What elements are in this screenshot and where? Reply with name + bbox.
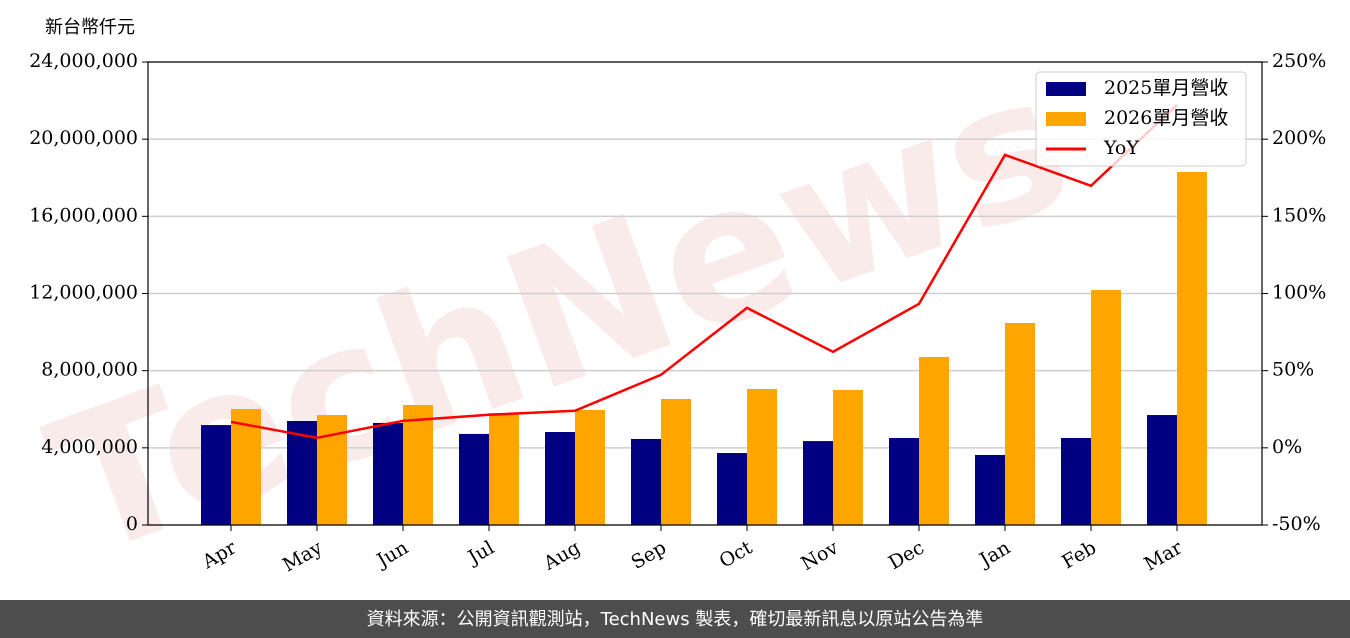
y-tick-label: 24,000,000 [29, 50, 138, 72]
y-tick-label: 8,000,000 [41, 359, 138, 381]
bar [459, 433, 489, 525]
y-tick-label: 16,000,000 [29, 204, 138, 226]
bar [489, 413, 519, 525]
bar [803, 441, 833, 525]
bar [661, 399, 691, 525]
bar [545, 432, 575, 525]
y-tick-label: 12,000,000 [29, 282, 138, 304]
y2-tick-label: 0% [1272, 436, 1302, 458]
legend-label: 2025單月營收 [1104, 77, 1228, 99]
bar [919, 356, 949, 525]
bar [833, 389, 863, 525]
bar [1177, 171, 1207, 525]
bar [975, 454, 1005, 525]
bar [201, 425, 231, 525]
bar [631, 438, 661, 525]
bar [287, 421, 317, 525]
footer [0, 600, 1350, 638]
y-tick-label: 0 [126, 513, 138, 535]
line [230, 103, 1178, 440]
y2-tick-label: 250% [1272, 50, 1326, 72]
bar [575, 410, 605, 525]
plot-frame [147, 61, 1263, 526]
y-tick-label: 20,000,000 [29, 127, 138, 149]
bar [231, 409, 261, 525]
y2-tick-label: 100% [1272, 282, 1326, 304]
bar [1061, 437, 1091, 525]
y-tick-label: 4,000,000 [41, 436, 138, 458]
y2-tick-label: 50% [1272, 359, 1314, 381]
bar [889, 437, 919, 525]
bar [1005, 323, 1035, 525]
legend-swatch [1046, 82, 1086, 96]
bar [1091, 290, 1121, 525]
y2-tick-label: 150% [1272, 204, 1326, 226]
legend-label: 2026單月營收 [1104, 107, 1228, 129]
bar [403, 405, 433, 525]
y2-tick-label: -50% [1272, 513, 1321, 535]
bar [747, 388, 777, 525]
legend-swatch [1046, 112, 1086, 126]
y2-tick-label: 200% [1272, 127, 1326, 149]
legend-label: YoY [1103, 137, 1139, 159]
bar [717, 453, 747, 525]
bar [373, 422, 403, 525]
source: 資料來源：公開資訊觀測站，TechNews 製表，確切最新訊息以原站公告為準 [367, 609, 984, 630]
bar [1147, 415, 1177, 525]
legend-box [1035, 71, 1247, 167]
y-axis-label: 新台幣仟元 [45, 17, 135, 38]
